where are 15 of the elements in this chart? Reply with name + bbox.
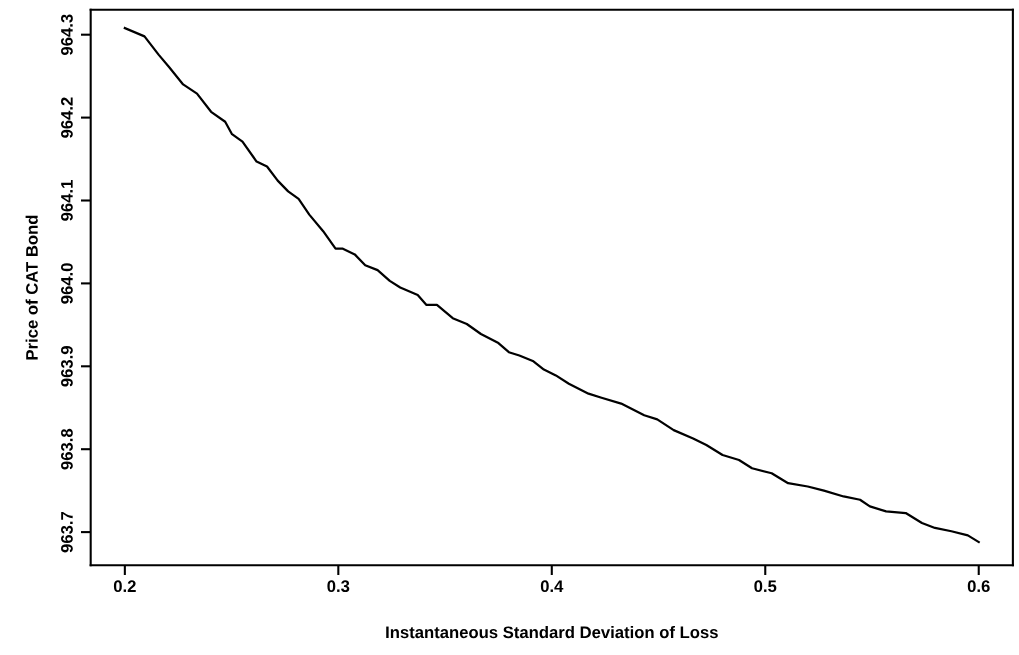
y-tick-label: 964.3 [61,14,73,55]
y-tick-label: 964.2 [61,97,73,138]
line-series [123,26,980,544]
y-tick-label: 964.1 [61,180,73,221]
y-tick-label: 964.0 [61,263,73,304]
x-tick-label: 0.2 [113,580,136,593]
x-tick-label: 0.6 [967,580,990,593]
y-axis-title: Price of CAT Bond [25,215,38,360]
x-tick-label: 0.5 [754,580,777,593]
y-tick-label: 963.9 [61,346,73,387]
y-tick-label: 963.7 [61,511,73,553]
x-tick-label: 0.3 [327,580,350,593]
x-axis-title: Instantaneous Standard Deviation of Loss [386,625,718,639]
x-tick-label: 0.4 [540,580,564,593]
y-tick-label: 963.8 [61,428,73,470]
